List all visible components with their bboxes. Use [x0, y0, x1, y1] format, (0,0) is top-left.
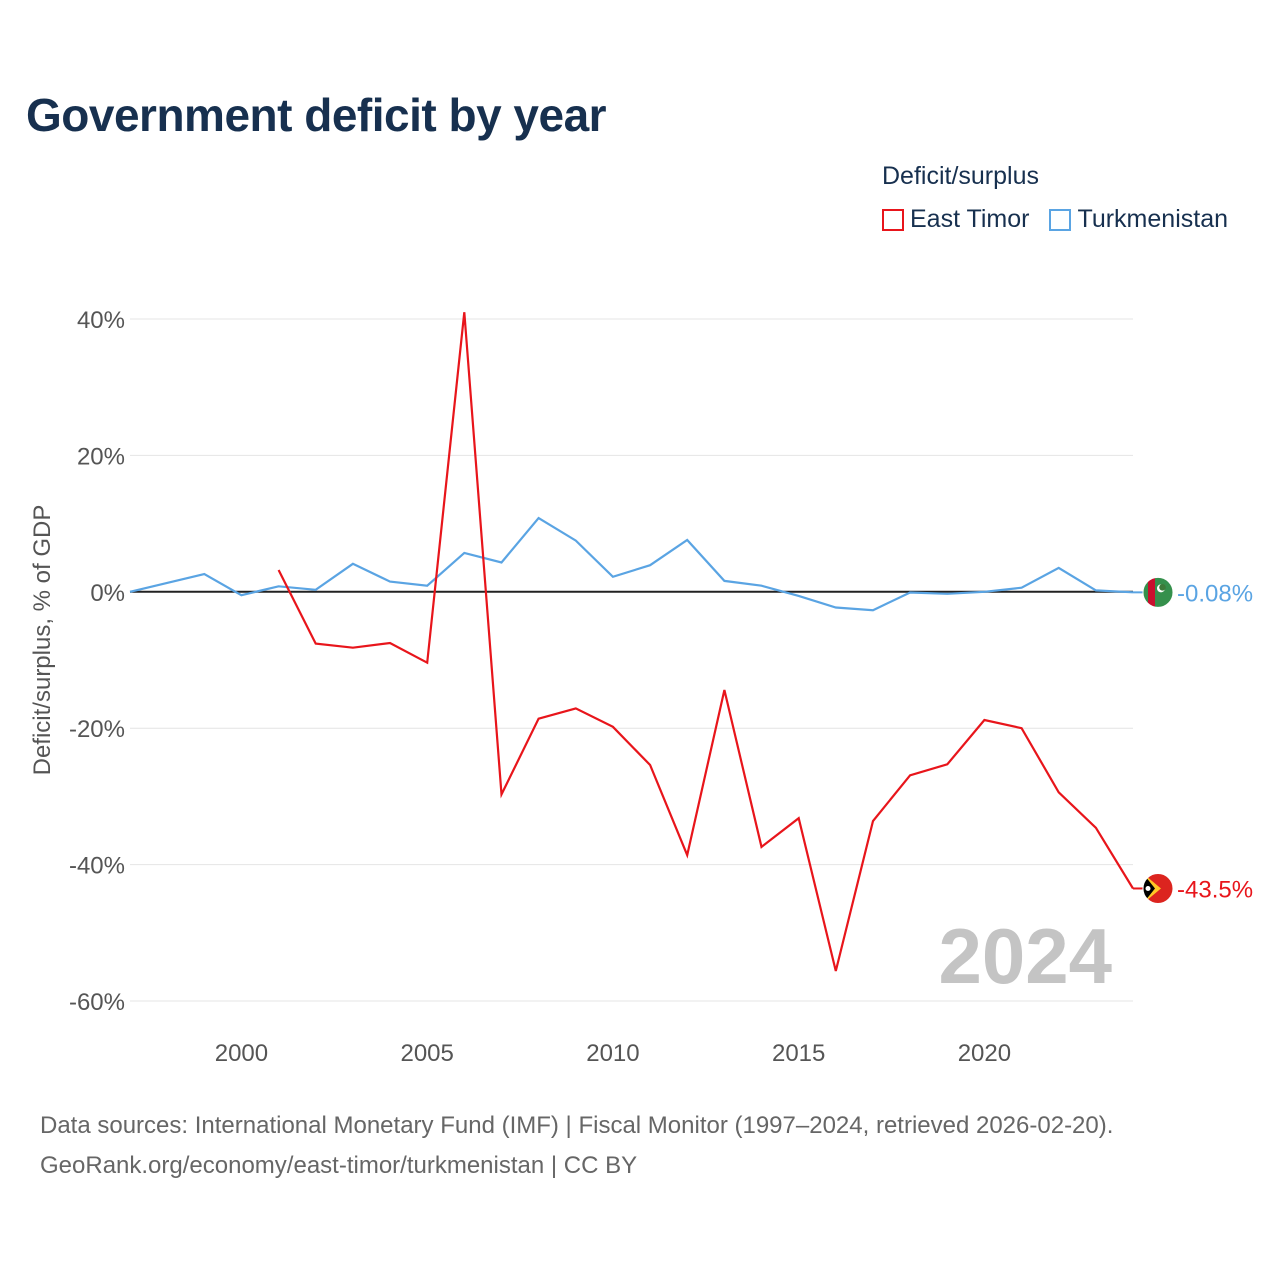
- series-line-east-timor[interactable]: [277, 312, 1134, 972]
- x-tick-label: 2010: [586, 1040, 639, 1067]
- x-tick-label: 2020: [958, 1040, 1011, 1067]
- x-tick-label: 2005: [400, 1040, 453, 1067]
- y-tick-label: 40%: [77, 307, 125, 334]
- sources-line-1: Data sources: International Monetary Fun…: [40, 1112, 1114, 1139]
- east-timor-flag-icon: [1142, 872, 1174, 904]
- legend-swatch-turkmenistan: [1049, 208, 1072, 231]
- x-tick-label: 2000: [215, 1040, 268, 1067]
- y-tick-label: -20%: [69, 716, 125, 743]
- legend: East Timor Turkmenistan: [882, 205, 1228, 234]
- y-tick-label: -60%: [69, 989, 125, 1016]
- legend-swatch-east-timor: [882, 208, 904, 231]
- y-axis-label: Deficit/surplus, % of GDP: [29, 505, 56, 776]
- year-watermark: 2024: [938, 912, 1112, 1000]
- y-tick-label: 0%: [90, 580, 125, 607]
- turkmenistan-flag-icon: [1142, 576, 1174, 608]
- legend-item-turkmenistan[interactable]: Turkmenistan: [1049, 205, 1228, 234]
- legend-title: Deficit/surplus: [882, 162, 1039, 190]
- y-tick-label: 20%: [77, 443, 125, 470]
- sources: Data sources: International Monetary Fun…: [40, 1106, 1113, 1186]
- sources-line-2[interactable]: GeoRank.org/economy/east-timor/turkmenis…: [40, 1152, 638, 1179]
- x-tick-label: 2015: [772, 1040, 825, 1067]
- series-line-turkmenistan[interactable]: [129, 516, 1134, 612]
- y-tick-label: -40%: [69, 853, 125, 880]
- chart-title: Government deficit by year: [26, 89, 607, 141]
- end-value-label: -0.08%: [1177, 580, 1253, 607]
- end-value-label: -43.5%: [1177, 876, 1253, 903]
- legend-item-east-timor[interactable]: East Timor: [882, 205, 1029, 234]
- line-chart: 40% 20% 0% -20% -40% -60% 2000 2005 2010 2015 2020…: [29, 307, 1253, 1067]
- legend-label-east-timor: East Timor: [910, 205, 1030, 233]
- legend-label-turkmenistan: Turkmenistan: [1077, 205, 1228, 233]
